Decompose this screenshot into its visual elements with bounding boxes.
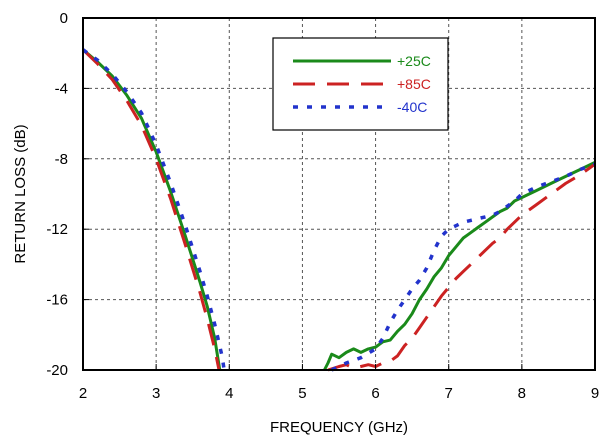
x-tick-label-1: 3 [152,385,160,402]
y-tick-label-5: -20 [46,362,68,379]
x-tick-label-6: 8 [518,385,526,402]
x-tick-label-7: 9 [591,385,599,402]
y-tick-label-3: -12 [46,221,68,238]
x-tick-label-0: 2 [79,385,87,402]
legend-label-0: +25C [397,53,431,69]
x-tick-label-2: 4 [225,385,233,402]
y-tick-label-0: 0 [60,10,68,27]
x-tick-label-4: 6 [371,385,379,402]
y-axis-ticks: 0 -4 -8 -12 -16 -20 [46,10,89,379]
x-axis-title: FREQUENCY (GHz) [270,419,408,436]
series-layer [81,48,596,372]
x-axis-ticks: 2 3 4 5 6 7 8 9 [79,364,599,402]
y-tick-label-1: -4 [55,80,68,97]
grid-lines [83,18,595,370]
y-tick-label-4: -16 [46,292,68,309]
legend-label-2: -40C [397,99,427,115]
y-tick-label-2: -8 [55,151,68,168]
series-line-1 [81,48,596,372]
x-tick-label-5: 7 [445,385,453,402]
legend: +25C +85C -40C [272,37,449,131]
x-tick-label-3: 5 [298,385,306,402]
y-axis-title: RETURN LOSS (dB) [12,124,29,263]
plot-frame [82,17,596,371]
legend-label-1: +85C [397,76,431,92]
series-line-2 [81,48,596,372]
